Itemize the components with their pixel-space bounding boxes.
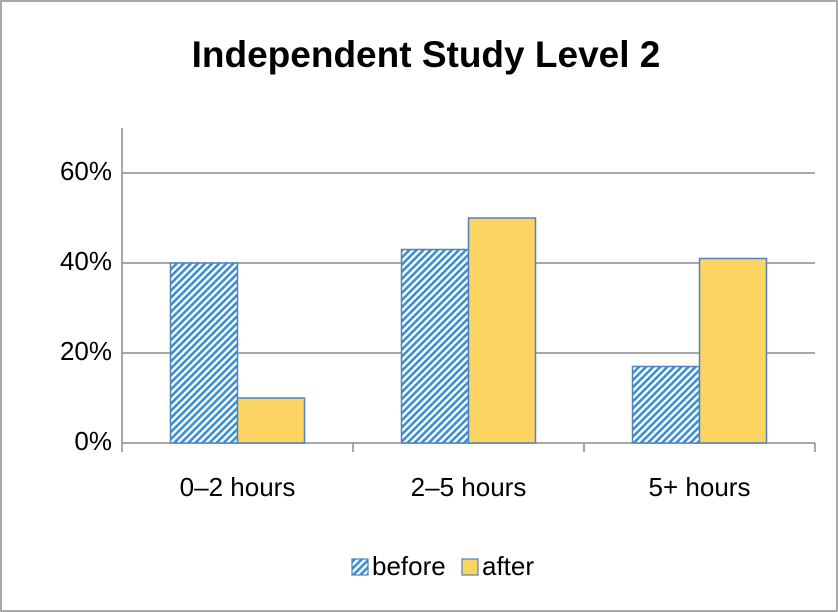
legend-swatch: [351, 558, 369, 576]
legend-label: after: [482, 551, 534, 581]
x-tick-label: 2–5 hours: [411, 472, 527, 502]
bar: [467, 217, 537, 444]
legend-swatch: [461, 558, 479, 576]
bar: [236, 397, 306, 444]
x-tick-label: 5+ hours: [649, 472, 751, 502]
bar: [169, 262, 239, 444]
chart-title: Independent Study Level 2: [192, 34, 661, 75]
y-tick-label: 40%: [60, 246, 112, 276]
y-tick-label: 0%: [74, 426, 112, 456]
bar: [400, 248, 470, 444]
y-tick-label: 20%: [60, 336, 112, 366]
y-tick-label: 60%: [60, 156, 112, 186]
legend-label: before: [372, 551, 446, 581]
bar: [698, 257, 768, 444]
x-tick-label: 0–2 hours: [180, 472, 296, 502]
bar: [631, 365, 701, 444]
